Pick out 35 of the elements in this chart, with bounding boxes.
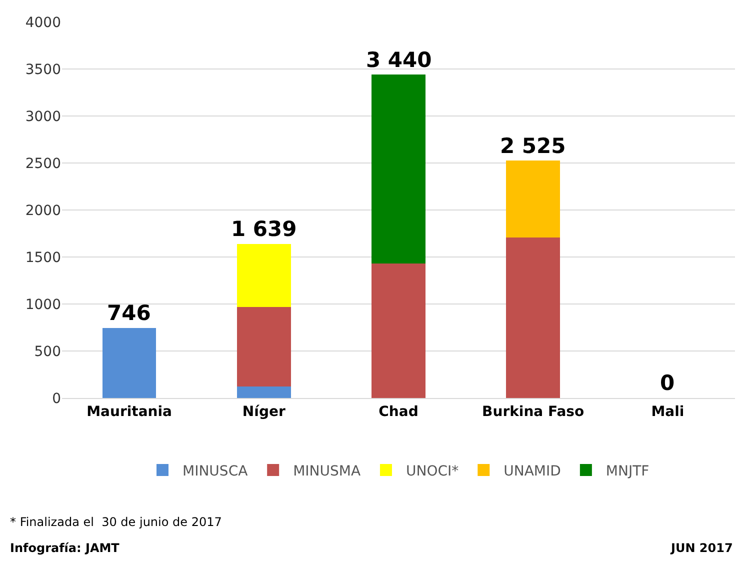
- bar: [372, 74, 426, 264]
- bar: [506, 237, 560, 398]
- bar: [102, 328, 156, 398]
- legend-label: UNOCI*: [406, 463, 459, 480]
- bar: [236, 244, 291, 307]
- total-label: 2 525: [500, 134, 566, 158]
- legend-label: MINUSCA: [182, 463, 248, 480]
- y-tick-label: 2500: [25, 156, 61, 172]
- x-tick-label: Mauritania: [86, 404, 172, 420]
- total-label: 1 639: [231, 217, 297, 241]
- bar: [236, 306, 291, 387]
- total-label: 0: [660, 371, 675, 395]
- bar: [236, 386, 291, 398]
- y-tick-label: 3500: [25, 62, 61, 78]
- legend-label: MNJTF: [606, 463, 650, 480]
- y-tick-label: 4000: [25, 14, 61, 31]
- x-tick-label: Níger: [242, 404, 286, 420]
- y-tick-label: 0: [52, 390, 61, 407]
- x-tick-label: Mali: [651, 404, 684, 420]
- legend-label: MINUSMA: [293, 463, 361, 480]
- bar: [372, 264, 426, 398]
- x-tick-label: Chad: [378, 404, 418, 420]
- y-tick-label: 1500: [25, 250, 61, 266]
- y-tick-label: 1000: [25, 296, 61, 313]
- y-tick-label: 2000: [25, 202, 61, 219]
- text: Infografía: JAMT: [10, 541, 120, 555]
- bar: [506, 160, 560, 238]
- total-label: 3 440: [366, 48, 432, 72]
- total-label: 746: [107, 301, 151, 325]
- y-tick-label: 500: [34, 344, 61, 360]
- text: JUN 2017: [670, 541, 733, 555]
- x-tick-label: Burkina Faso: [482, 404, 585, 420]
- legend-label: UNAMID: [504, 463, 561, 480]
- y-tick-label: 3000: [25, 108, 61, 125]
- text: * Finalizada el 30 de junio de 2017: [10, 515, 222, 529]
